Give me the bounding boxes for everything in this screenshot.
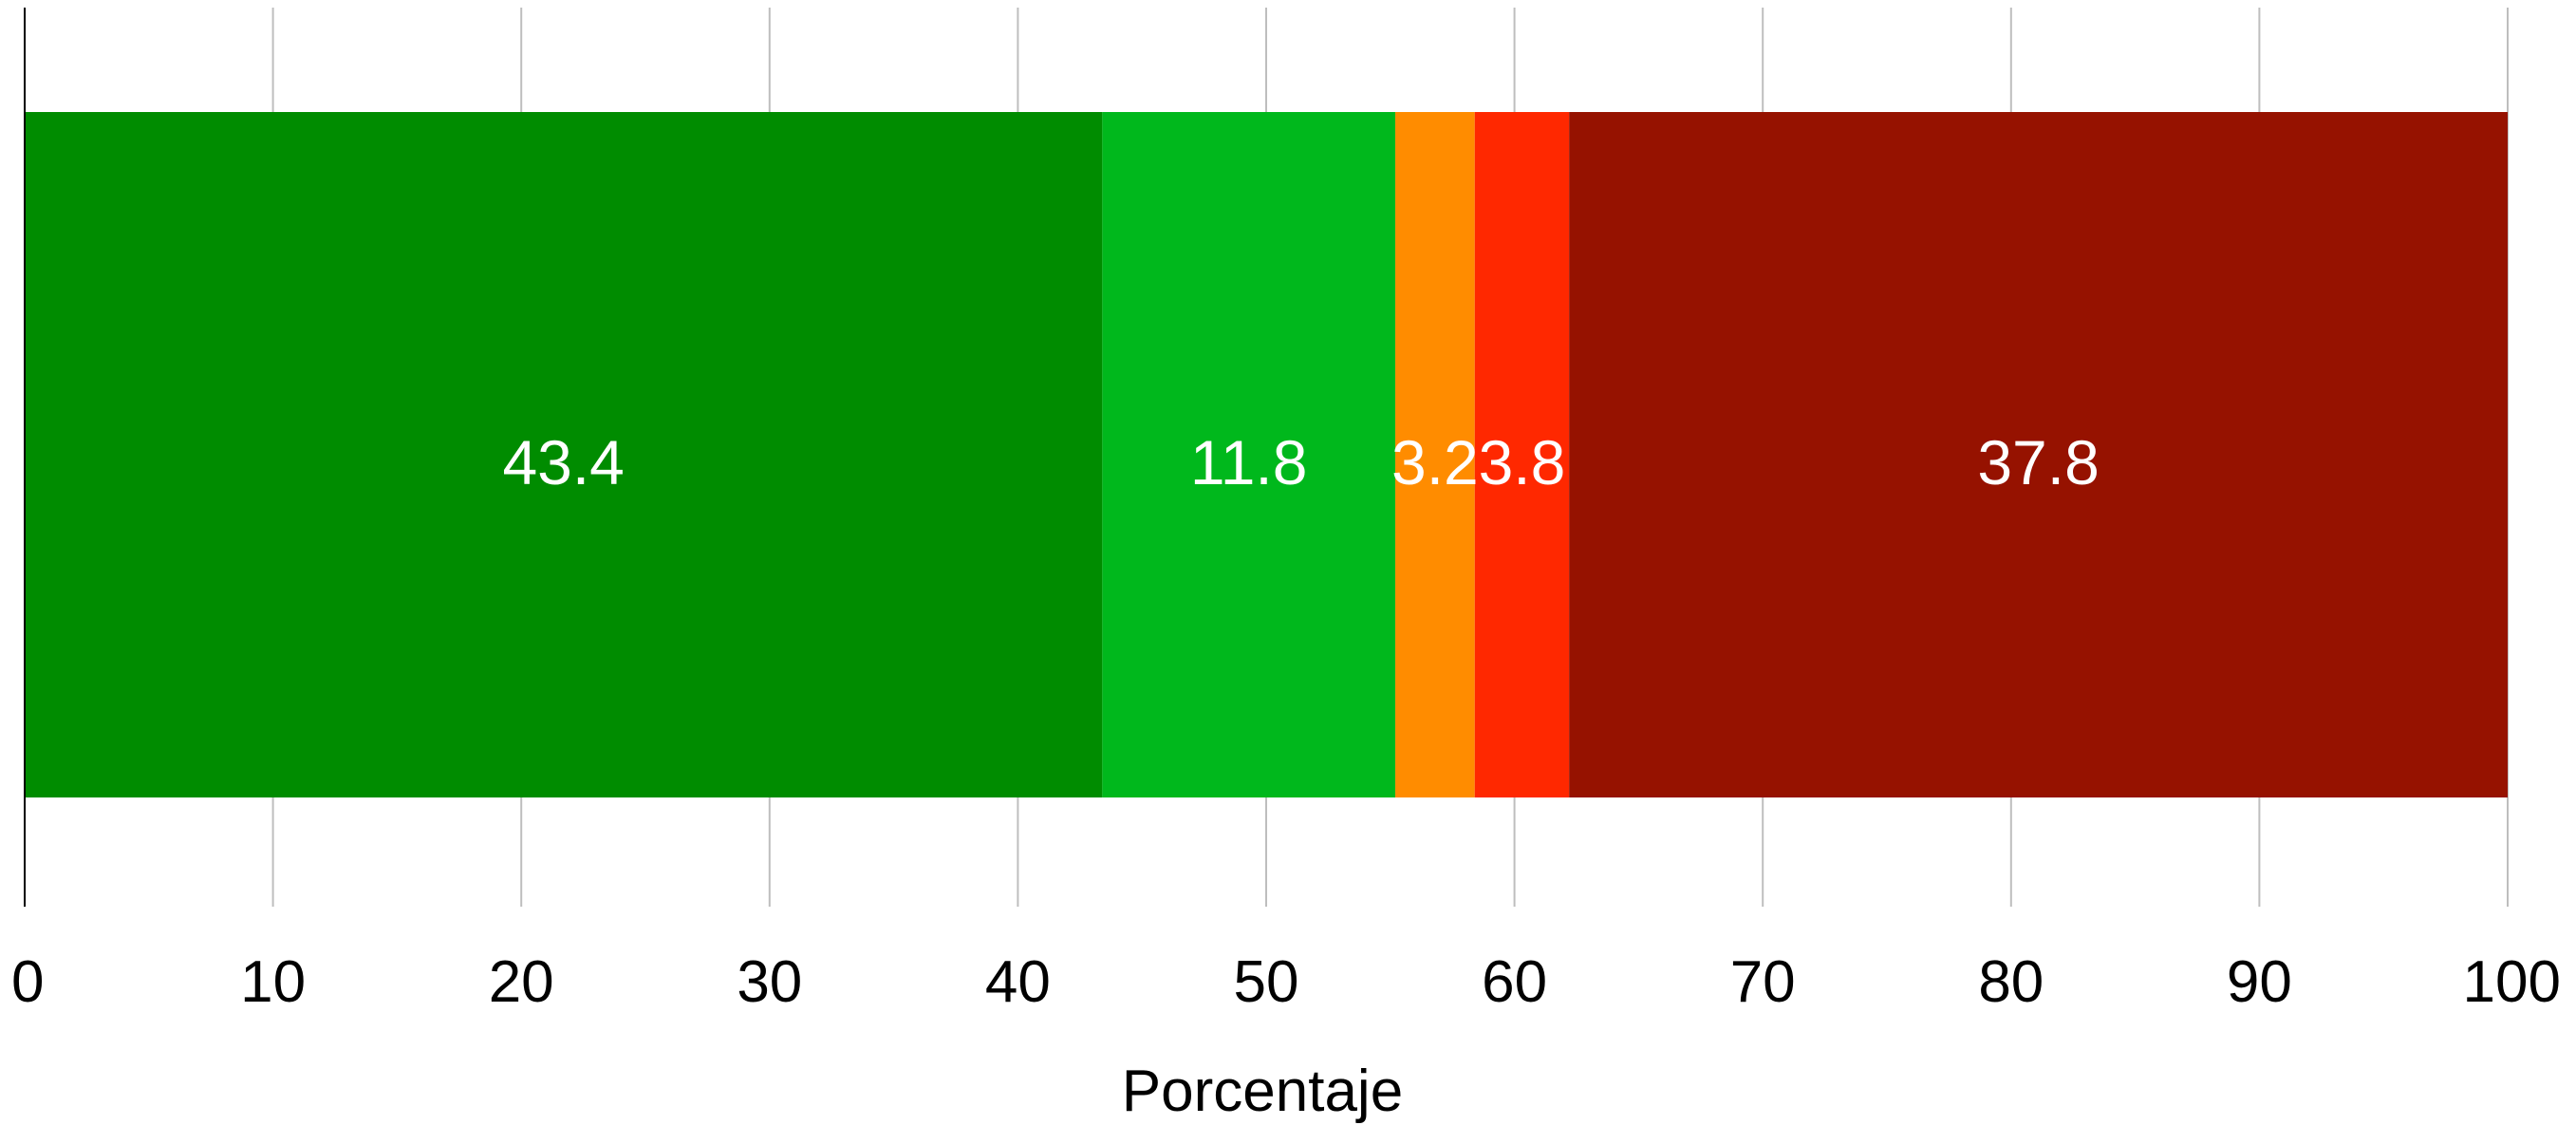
bar-value-label-1: 43.4 xyxy=(502,427,624,497)
x-axis: 0 10 20 30 40 50 60 70 80 90 100 xyxy=(11,8,2561,1015)
bar-segment-5 xyxy=(1569,112,2508,797)
x-tick-label: 80 xyxy=(1978,949,2044,1015)
x-tick-label: 50 xyxy=(1234,949,1299,1015)
bar-segment-2 xyxy=(1102,112,1396,797)
bar-value-label-5: 37.8 xyxy=(1977,427,2099,497)
value-labels: 43.4 11.8 3.2 3.8 37.8 xyxy=(502,427,2099,497)
x-tick-label: 10 xyxy=(240,949,306,1015)
bar-value-label-3: 3.2 xyxy=(1391,427,1479,497)
bar-segment-1 xyxy=(25,112,1103,797)
x-tick-label: 90 xyxy=(2227,949,2292,1015)
bar-value-label-4: 3.8 xyxy=(1479,427,1566,497)
x-tick-label: 40 xyxy=(985,949,1051,1015)
x-tick-label: 100 xyxy=(2463,949,2561,1015)
x-axis-title: Porcentaje xyxy=(1122,1059,1403,1124)
bar-segments xyxy=(25,112,2508,797)
x-tick-label: 30 xyxy=(737,949,802,1015)
x-tick-label: 70 xyxy=(1730,949,1796,1015)
bar-segment-3 xyxy=(1395,112,1475,797)
x-tick-label: 20 xyxy=(489,949,554,1015)
x-tick-label: 60 xyxy=(1482,949,1547,1015)
x-tick-label: 0 xyxy=(11,949,44,1015)
bar-segment-4 xyxy=(1474,112,1570,797)
bar-value-label-2: 11.8 xyxy=(1190,427,1308,497)
